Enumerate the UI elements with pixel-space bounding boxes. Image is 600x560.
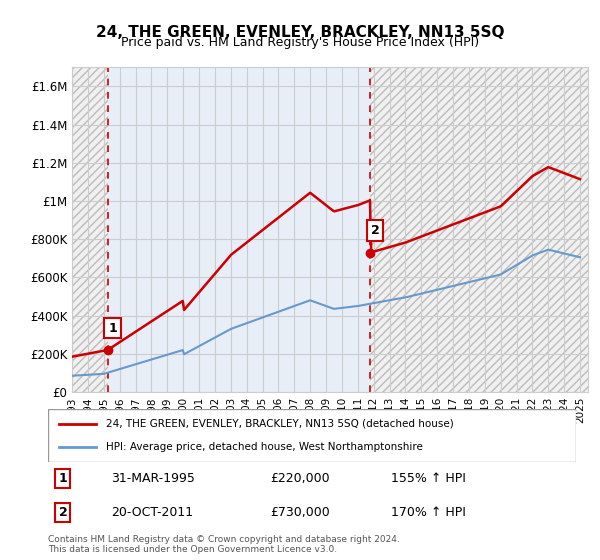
Text: 2: 2 <box>371 224 380 237</box>
Text: 24, THE GREEN, EVENLEY, BRACKLEY, NN13 5SQ: 24, THE GREEN, EVENLEY, BRACKLEY, NN13 5… <box>96 25 504 40</box>
Text: 1: 1 <box>59 472 67 485</box>
Text: 24, THE GREEN, EVENLEY, BRACKLEY, NN13 5SQ (detached house): 24, THE GREEN, EVENLEY, BRACKLEY, NN13 5… <box>106 419 454 429</box>
Text: £730,000: £730,000 <box>270 506 329 519</box>
Bar <box>370 67 588 392</box>
Text: 155% ↑ HPI: 155% ↑ HPI <box>391 472 466 485</box>
Text: 2: 2 <box>59 506 67 519</box>
Text: 20-OCT-2011: 20-OCT-2011 <box>112 506 193 519</box>
Text: Contains HM Land Registry data © Crown copyright and database right 2024.
This d: Contains HM Land Registry data © Crown c… <box>48 535 400 554</box>
Text: 170% ↑ HPI: 170% ↑ HPI <box>391 506 466 519</box>
Text: Price paid vs. HM Land Registry's House Price Index (HPI): Price paid vs. HM Land Registry's House … <box>121 36 479 49</box>
Bar <box>72 67 108 392</box>
Text: 31-MAR-1995: 31-MAR-1995 <box>112 472 195 485</box>
Text: 1: 1 <box>108 321 117 335</box>
Bar <box>108 67 370 392</box>
FancyBboxPatch shape <box>48 409 576 462</box>
Text: £220,000: £220,000 <box>270 472 329 485</box>
Text: HPI: Average price, detached house, West Northamptonshire: HPI: Average price, detached house, West… <box>106 442 423 452</box>
